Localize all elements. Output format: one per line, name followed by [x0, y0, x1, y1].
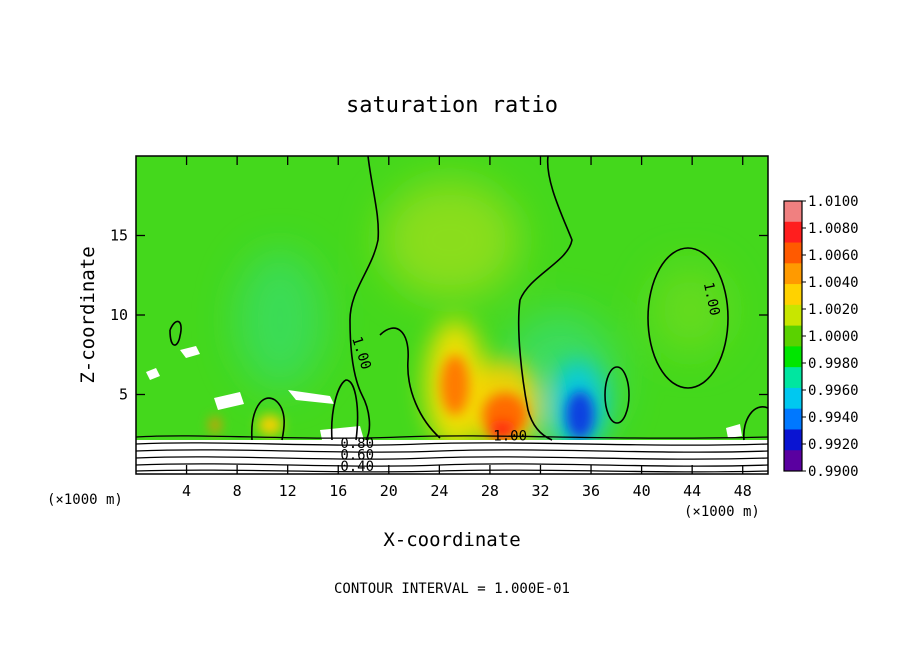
x-tick-label-11: 48 [734, 482, 752, 500]
contour-interval-note: CONTOUR INTERVAL = 1.000E-01 [334, 581, 570, 597]
colorbar-swatch-9 [784, 387, 802, 410]
colorbar-label-2: 1.0060 [808, 248, 859, 264]
colorbar-label-10: 0.9900 [808, 464, 859, 480]
x-tick-label-6: 28 [481, 482, 499, 500]
red-core [488, 420, 516, 440]
white-patch-5 [726, 424, 742, 438]
colorbar-swatch-0 [784, 201, 802, 223]
y-tick-label-1: 10 [110, 306, 128, 324]
x-tick-label-2: 12 [279, 482, 297, 500]
bl-contour-2 [136, 442, 768, 446]
white-patch-4 [288, 390, 334, 404]
x-tick-label-8: 36 [582, 482, 600, 500]
contour-label-1: 1.00 [700, 281, 723, 317]
x-unit-left: (×1000 m) [47, 492, 123, 508]
x-tick-label-10: 44 [683, 482, 701, 500]
contour-left-column [349, 156, 380, 441]
x-tick-label-1: 8 [233, 482, 242, 500]
chart-title: saturation ratio [346, 93, 558, 118]
contour-label-5: 0.40 [340, 459, 374, 475]
boundary-layer-contours [136, 435, 768, 473]
y-tick-label-0: 5 [119, 386, 128, 404]
contour-label-3: 0.80 [340, 436, 374, 452]
bl-contour-6 [136, 469, 768, 473]
contour-closed-right [647, 247, 729, 389]
white-patch-1 [146, 368, 160, 380]
bl-contour-1 [136, 435, 768, 439]
colorbar-swatch-1 [784, 221, 802, 244]
colorbar-swatch-8 [784, 367, 802, 389]
colorbar-swatch-6 [784, 325, 802, 347]
colorbar-swatch-3 [784, 263, 802, 285]
colorbar-label-0: 1.0100 [808, 194, 859, 210]
contour-mid-loop [379, 327, 441, 439]
mid-left-yellow-spot [258, 415, 282, 435]
x-axis-ticks: 4 8 12 16 20 24 28 32 36 40 44 48 [182, 156, 752, 500]
x-tick-label-4: 20 [380, 482, 398, 500]
colorbar: 1.0100 1.0080 1.0060 1.0040 1.0020 1.0000 0.99… [783, 194, 859, 480]
bl-contour-5 [136, 463, 768, 467]
field-cores [210, 355, 594, 440]
orange-core-left [441, 355, 469, 415]
colorbar-swatch-5 [784, 304, 802, 327]
colorbar-swatch-10 [784, 408, 802, 430]
bl-contour-4 [136, 456, 768, 460]
colorbar-swatch-11 [784, 429, 802, 451]
white-patch-2 [180, 346, 200, 358]
colorbar-swatch-12 [784, 450, 802, 472]
colorbar-label-4: 1.0020 [808, 302, 859, 318]
y-axis-ticks: 5 10 15 [110, 227, 768, 404]
contour-closed-small [604, 366, 630, 424]
contour-left-blob [251, 397, 285, 441]
x-tick-label-5: 24 [430, 482, 448, 500]
contour-label-2: 1.00 [493, 429, 527, 445]
x-tick-label-7: 32 [531, 482, 549, 500]
x-tick-label-0: 4 [182, 482, 191, 500]
white-patches [146, 346, 742, 440]
contour-right-blob [743, 406, 768, 441]
colorbar-label-7: 0.9960 [808, 383, 859, 399]
x-tick-label-3: 16 [329, 482, 347, 500]
colorbar-label-6: 0.9980 [808, 356, 859, 372]
x-unit-right: (×1000 m) [684, 504, 760, 520]
colorbar-label-1: 1.0080 [808, 221, 859, 237]
left-edge-orange-spot [210, 417, 220, 433]
contour-right-column [517, 156, 573, 441]
contour-small-left [169, 320, 182, 346]
y-axis-label: Z-coordinate [77, 246, 99, 383]
colorbar-label-8: 0.9940 [808, 410, 859, 426]
colorbar-swatch-2 [784, 242, 802, 264]
colorbar-label-5: 1.0000 [808, 329, 859, 345]
x-axis-label: X-coordinate [383, 529, 520, 551]
contour-labels: 1.001.001.000.800.600.40 [340, 281, 723, 475]
contour-label-4: 0.60 [340, 448, 374, 464]
blue-minimum-core [566, 391, 594, 439]
white-patch-3 [214, 392, 244, 410]
heatmap-field: 1.001.001.000.800.600.40 [136, 156, 768, 475]
region-far-right-pale [650, 265, 730, 355]
colorbar-label-3: 1.0040 [808, 275, 859, 291]
contour-mid-blob [330, 379, 359, 441]
colorbar-label-9: 0.9920 [808, 437, 859, 453]
region-left-cyan [235, 250, 325, 390]
region-upper-pale [380, 180, 520, 300]
x-tick-label-9: 40 [633, 482, 651, 500]
bl-contour-3 [136, 449, 768, 453]
colorbar-swatch-7 [784, 346, 802, 368]
contour-lines [169, 156, 768, 441]
y-tick-label-2: 15 [110, 227, 128, 245]
colorbar-swatch-4 [784, 284, 802, 306]
